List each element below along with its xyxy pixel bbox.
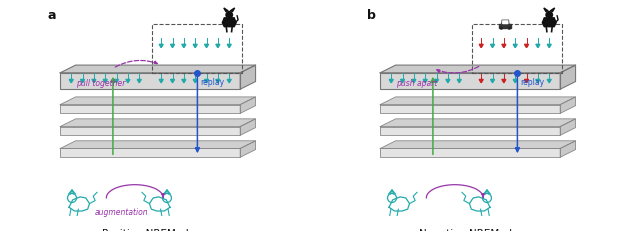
Polygon shape — [513, 44, 517, 48]
Text: a: a — [47, 9, 56, 22]
Polygon shape — [240, 119, 255, 135]
Polygon shape — [536, 79, 540, 83]
Polygon shape — [170, 79, 175, 83]
Polygon shape — [380, 65, 575, 73]
Polygon shape — [542, 18, 556, 27]
Polygon shape — [227, 44, 231, 48]
Polygon shape — [490, 44, 495, 48]
Polygon shape — [525, 44, 529, 48]
Polygon shape — [224, 8, 228, 11]
Polygon shape — [137, 79, 141, 83]
Polygon shape — [560, 141, 575, 157]
Polygon shape — [103, 79, 108, 83]
Polygon shape — [216, 44, 220, 48]
Polygon shape — [380, 141, 575, 149]
Polygon shape — [60, 141, 255, 149]
Circle shape — [225, 11, 233, 19]
Polygon shape — [457, 79, 461, 83]
Polygon shape — [560, 97, 575, 113]
Polygon shape — [170, 44, 175, 48]
Polygon shape — [81, 79, 84, 83]
Polygon shape — [544, 8, 548, 11]
Polygon shape — [490, 79, 495, 83]
Polygon shape — [412, 79, 416, 83]
Polygon shape — [502, 20, 509, 24]
Circle shape — [545, 11, 553, 19]
Polygon shape — [380, 73, 560, 89]
Polygon shape — [560, 65, 575, 89]
Polygon shape — [159, 79, 163, 83]
Polygon shape — [240, 97, 255, 113]
Polygon shape — [182, 79, 186, 83]
Polygon shape — [435, 79, 438, 83]
Text: Negative NREM phase: Negative NREM phase — [419, 229, 534, 231]
Circle shape — [500, 27, 503, 30]
Polygon shape — [205, 79, 209, 83]
Polygon shape — [115, 79, 118, 83]
Polygon shape — [380, 119, 575, 127]
Polygon shape — [389, 79, 393, 83]
Polygon shape — [69, 79, 73, 83]
Polygon shape — [380, 97, 575, 105]
Circle shape — [508, 27, 511, 30]
Polygon shape — [205, 44, 209, 48]
Polygon shape — [60, 97, 255, 105]
Polygon shape — [560, 119, 575, 135]
Polygon shape — [60, 119, 255, 127]
Polygon shape — [502, 44, 506, 48]
Polygon shape — [216, 79, 220, 83]
Polygon shape — [502, 79, 506, 83]
Text: Positive NREM phase: Positive NREM phase — [102, 229, 211, 231]
Polygon shape — [380, 105, 560, 113]
Polygon shape — [92, 79, 96, 83]
Text: replay: replay — [201, 78, 225, 87]
Text: pull together: pull together — [76, 79, 125, 88]
Polygon shape — [401, 79, 404, 83]
Polygon shape — [193, 44, 197, 48]
Polygon shape — [222, 18, 236, 27]
Polygon shape — [380, 127, 560, 135]
Polygon shape — [159, 44, 163, 48]
Polygon shape — [525, 79, 529, 83]
Bar — [472, 24, 563, 73]
Polygon shape — [60, 105, 240, 113]
Polygon shape — [240, 141, 255, 157]
Polygon shape — [60, 65, 255, 73]
Text: push apart: push apart — [396, 79, 437, 88]
Text: b: b — [367, 9, 376, 22]
Polygon shape — [193, 79, 197, 83]
Polygon shape — [547, 79, 551, 83]
Polygon shape — [380, 149, 560, 157]
Polygon shape — [536, 44, 540, 48]
Polygon shape — [230, 8, 235, 11]
Polygon shape — [513, 79, 517, 83]
Polygon shape — [446, 79, 450, 83]
Polygon shape — [126, 79, 130, 83]
Polygon shape — [499, 24, 511, 28]
Polygon shape — [240, 65, 255, 89]
Polygon shape — [479, 79, 483, 83]
Text: replay: replay — [521, 78, 545, 87]
Polygon shape — [227, 79, 231, 83]
Polygon shape — [502, 21, 508, 24]
Text: augmentation: augmentation — [95, 208, 148, 217]
Polygon shape — [547, 44, 551, 48]
Polygon shape — [479, 44, 483, 48]
Polygon shape — [60, 127, 240, 135]
Polygon shape — [182, 44, 186, 48]
Polygon shape — [60, 149, 240, 157]
Polygon shape — [60, 73, 240, 89]
Bar — [152, 24, 243, 73]
Polygon shape — [550, 8, 555, 11]
Polygon shape — [423, 79, 428, 83]
